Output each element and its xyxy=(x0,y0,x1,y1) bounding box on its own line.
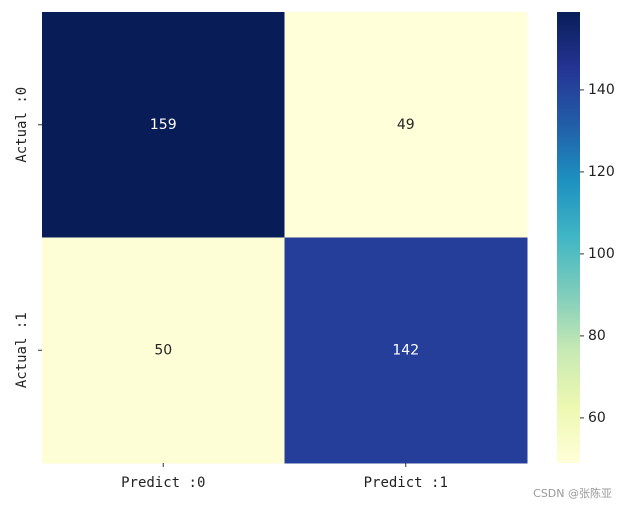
colorbar-tick-label: 120 xyxy=(588,164,615,180)
y-tick-label: Actual :1 xyxy=(14,312,30,388)
heatmap-cell xyxy=(42,237,285,464)
heatmap-cell xyxy=(42,12,285,238)
heatmap-cell xyxy=(284,12,528,238)
colorbar-tick-label: 140 xyxy=(588,82,615,98)
y-tick-label: Actual :0 xyxy=(14,87,30,163)
colorbar-tick-label: 100 xyxy=(588,246,615,262)
x-tick-label: Predict :0 xyxy=(121,475,205,491)
heatmap-cell xyxy=(284,237,528,464)
cell-label: 50 xyxy=(154,342,172,358)
colorbar-tick-label: 60 xyxy=(588,410,606,426)
colorbar xyxy=(557,12,580,463)
x-tick-label: Predict :1 xyxy=(364,475,448,491)
watermark: CSDN @张陈亚 xyxy=(533,486,612,500)
cell-label: 159 xyxy=(150,117,177,133)
cell-label: 142 xyxy=(392,342,419,358)
colorbar-tick-label: 80 xyxy=(588,328,606,344)
cell-label: 49 xyxy=(397,117,415,133)
